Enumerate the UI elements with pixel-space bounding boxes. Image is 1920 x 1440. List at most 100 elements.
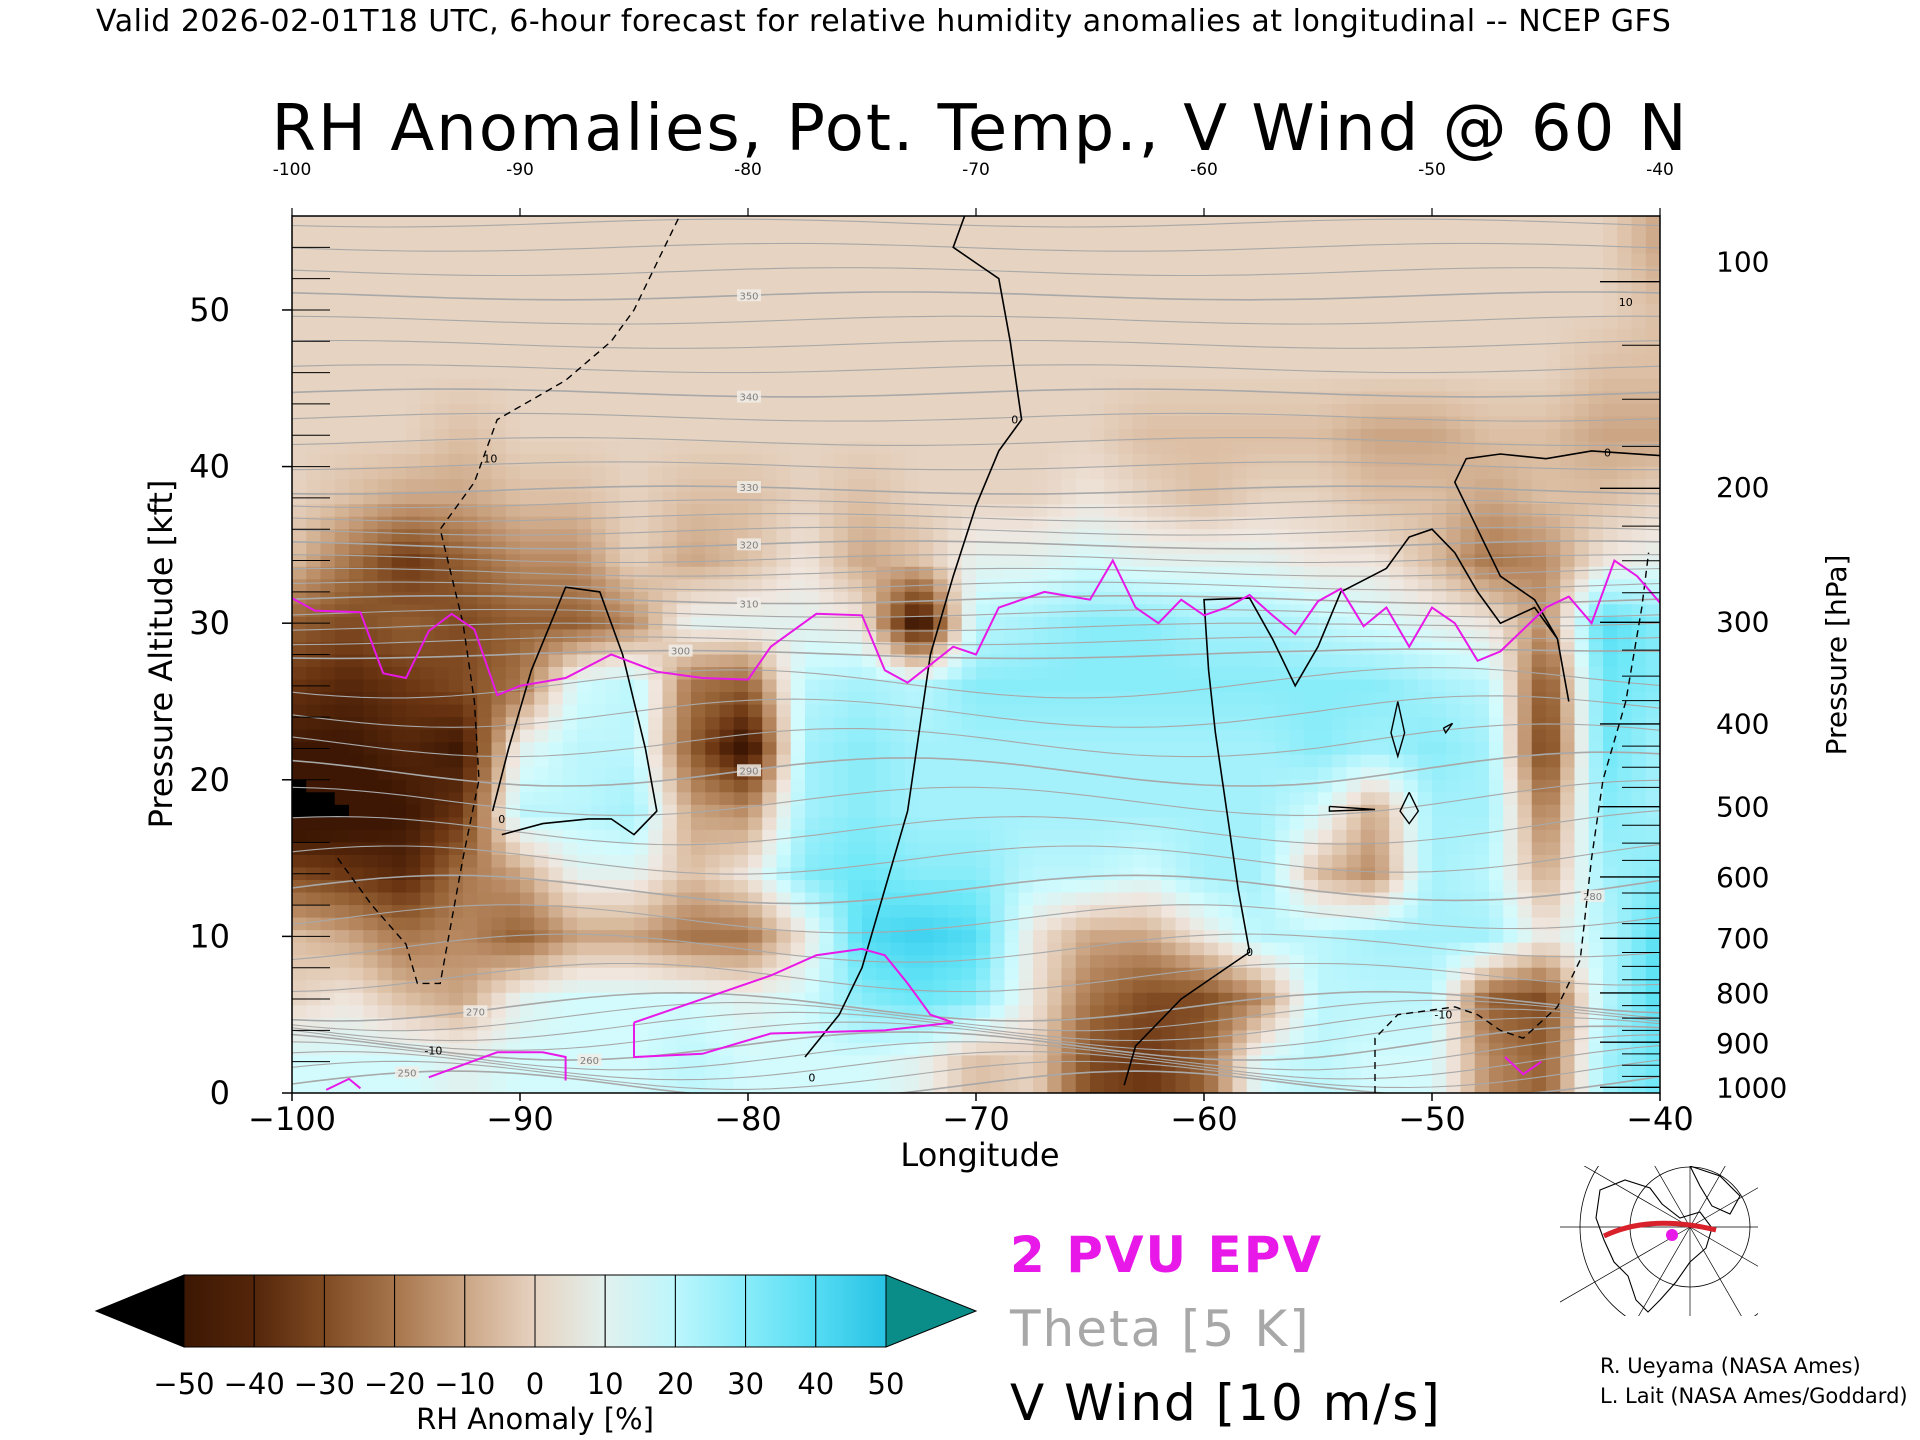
rh-cell — [1189, 416, 1205, 430]
rh-cell — [306, 341, 322, 355]
rh-cell — [862, 792, 877, 806]
rh-cell — [719, 566, 735, 580]
rh-cell — [1204, 366, 1219, 380]
rh-cell — [1018, 328, 1034, 342]
rh-cell — [505, 767, 521, 781]
rh-cell — [1018, 303, 1034, 317]
rh-cell — [1261, 692, 1276, 706]
rh-cell — [1061, 717, 1077, 731]
rh-cell — [1018, 854, 1034, 869]
rh-cell — [919, 829, 934, 844]
rh-cell — [1232, 491, 1248, 505]
rh-cell — [548, 679, 564, 693]
rh-cell — [406, 253, 421, 267]
rh-cell — [833, 341, 849, 355]
rh-cell — [292, 391, 307, 405]
rh-cell — [1531, 541, 1547, 555]
rh-cell — [1460, 416, 1476, 430]
rh-cell — [748, 704, 763, 718]
rh-cell — [1346, 767, 1362, 781]
rh-cell — [1446, 591, 1462, 605]
rh-cell — [1474, 554, 1490, 568]
rh-cell — [1389, 579, 1405, 593]
rh-cell — [1204, 579, 1219, 593]
rh-cell — [448, 466, 464, 480]
rh-cell — [1460, 403, 1476, 418]
rh-cell — [363, 529, 379, 543]
rh-cell — [733, 829, 749, 844]
rh-cell — [1517, 529, 1533, 543]
rh-cell — [377, 591, 393, 605]
rh-cell — [805, 278, 820, 292]
rh-cell — [491, 341, 507, 355]
rh-cell — [1289, 504, 1305, 518]
rh-cell — [448, 216, 464, 230]
rh-cell — [1617, 792, 1633, 806]
rh-cell — [605, 328, 621, 342]
rh-cell — [548, 366, 564, 380]
rh-cell — [1147, 466, 1162, 480]
rh-cell — [748, 616, 763, 631]
rh-cell — [1147, 654, 1162, 668]
rh-cell — [919, 216, 934, 230]
rh-cell — [876, 504, 892, 518]
rh-cell — [1303, 654, 1319, 668]
rh-cell — [1246, 228, 1262, 242]
rh-cell — [947, 266, 963, 280]
rh-cell — [591, 579, 607, 593]
rh-cell — [420, 228, 436, 242]
rh-cell — [349, 504, 364, 518]
rh-cell — [377, 817, 393, 831]
rh-cell — [1118, 629, 1134, 643]
rh-cell — [862, 704, 877, 718]
rh-cell — [1246, 692, 1262, 706]
rh-cell — [833, 579, 849, 593]
rh-cell — [1204, 516, 1219, 530]
rh-cell — [1232, 391, 1248, 405]
rh-cell — [1603, 491, 1618, 505]
rh-cell — [776, 817, 792, 831]
rh-cell — [1275, 466, 1291, 480]
rh-cell — [705, 817, 721, 831]
rh-cell — [1389, 779, 1405, 793]
rh-cell — [1446, 792, 1462, 806]
rh-cell — [1346, 704, 1362, 718]
rh-cell — [1546, 554, 1561, 568]
rh-cell — [1061, 328, 1077, 342]
rh-cell — [391, 754, 407, 768]
rh-cell — [890, 466, 906, 480]
rh-cell — [562, 829, 578, 844]
rh-cell — [1588, 742, 1604, 756]
rh-cell — [876, 854, 892, 869]
rh-cell — [1090, 428, 1105, 443]
rh-cell — [406, 742, 421, 756]
rh-cell — [833, 216, 849, 230]
rh-cell — [933, 692, 949, 706]
rh-cell — [477, 854, 493, 869]
rh-cell — [1631, 266, 1647, 280]
rh-cell — [1560, 654, 1576, 668]
rh-cell — [1389, 403, 1405, 418]
rh-cell — [890, 416, 906, 430]
rh-cell — [1018, 641, 1034, 656]
rh-cell — [1574, 629, 1590, 643]
rh-cell — [1375, 378, 1390, 392]
rh-cell — [334, 291, 350, 305]
rh-cell — [1132, 804, 1148, 818]
rh-cell — [306, 403, 322, 418]
rh-cell — [805, 829, 820, 844]
rh-cell — [1275, 729, 1291, 743]
rh-cell — [349, 391, 364, 405]
rh-cell — [1303, 516, 1319, 530]
rh-cell — [1417, 566, 1433, 580]
rh-cell — [562, 241, 578, 255]
rh-cell — [819, 328, 835, 342]
rh-cell — [1417, 416, 1433, 430]
rh-cell — [1104, 391, 1120, 405]
rh-cell — [1318, 667, 1333, 681]
rh-cell — [890, 378, 906, 392]
rh-cell — [1147, 491, 1162, 505]
rh-cell — [933, 341, 949, 355]
rh-cell — [947, 441, 963, 455]
rh-cell — [434, 792, 450, 806]
